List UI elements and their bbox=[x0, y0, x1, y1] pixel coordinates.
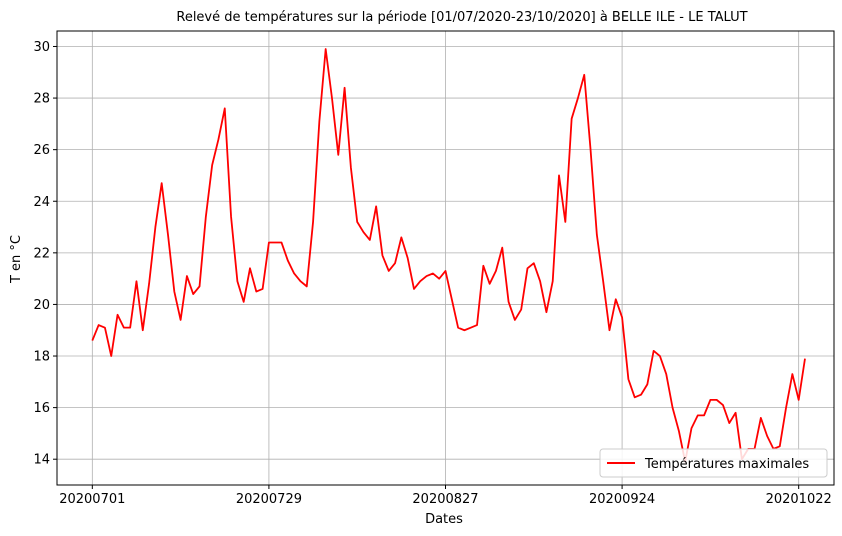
x-axis-label: Dates bbox=[425, 512, 463, 527]
x-tick-label: 20200729 bbox=[236, 492, 302, 507]
series-line bbox=[91, 48, 806, 463]
y-axis: 14 16 18 20 22 24 26 28 30 bbox=[33, 40, 57, 468]
series-layer bbox=[91, 48, 806, 463]
x-tick-label: 20201022 bbox=[766, 492, 832, 507]
legend: Températures maximales bbox=[599, 448, 828, 478]
legend-box bbox=[599, 448, 828, 478]
legend-label: Températures maximales bbox=[644, 457, 809, 472]
y-tick-label: 22 bbox=[33, 246, 50, 261]
chart-title: Relevé de températures sur la période [0… bbox=[176, 10, 747, 25]
y-tick-label: 24 bbox=[33, 195, 50, 210]
y-tick-label: 18 bbox=[33, 350, 50, 365]
grid-lines bbox=[57, 31, 834, 485]
x-tick-label: 20200701 bbox=[59, 492, 125, 507]
y-tick-label: 20 bbox=[33, 298, 50, 313]
x-axis: 20200701 20200729 20200827 20200924 20201022 bbox=[59, 485, 832, 507]
y-tick-label: 14 bbox=[33, 453, 50, 468]
y-tick-label: 28 bbox=[33, 92, 50, 107]
y-tick-label: 16 bbox=[33, 401, 50, 416]
y-tick-label: 26 bbox=[33, 143, 50, 158]
y-tick-label: 30 bbox=[33, 40, 50, 55]
x-tick-label: 20200924 bbox=[589, 492, 655, 507]
y-axis-label: T en °C bbox=[9, 235, 24, 284]
x-tick-label: 20200827 bbox=[412, 492, 478, 507]
